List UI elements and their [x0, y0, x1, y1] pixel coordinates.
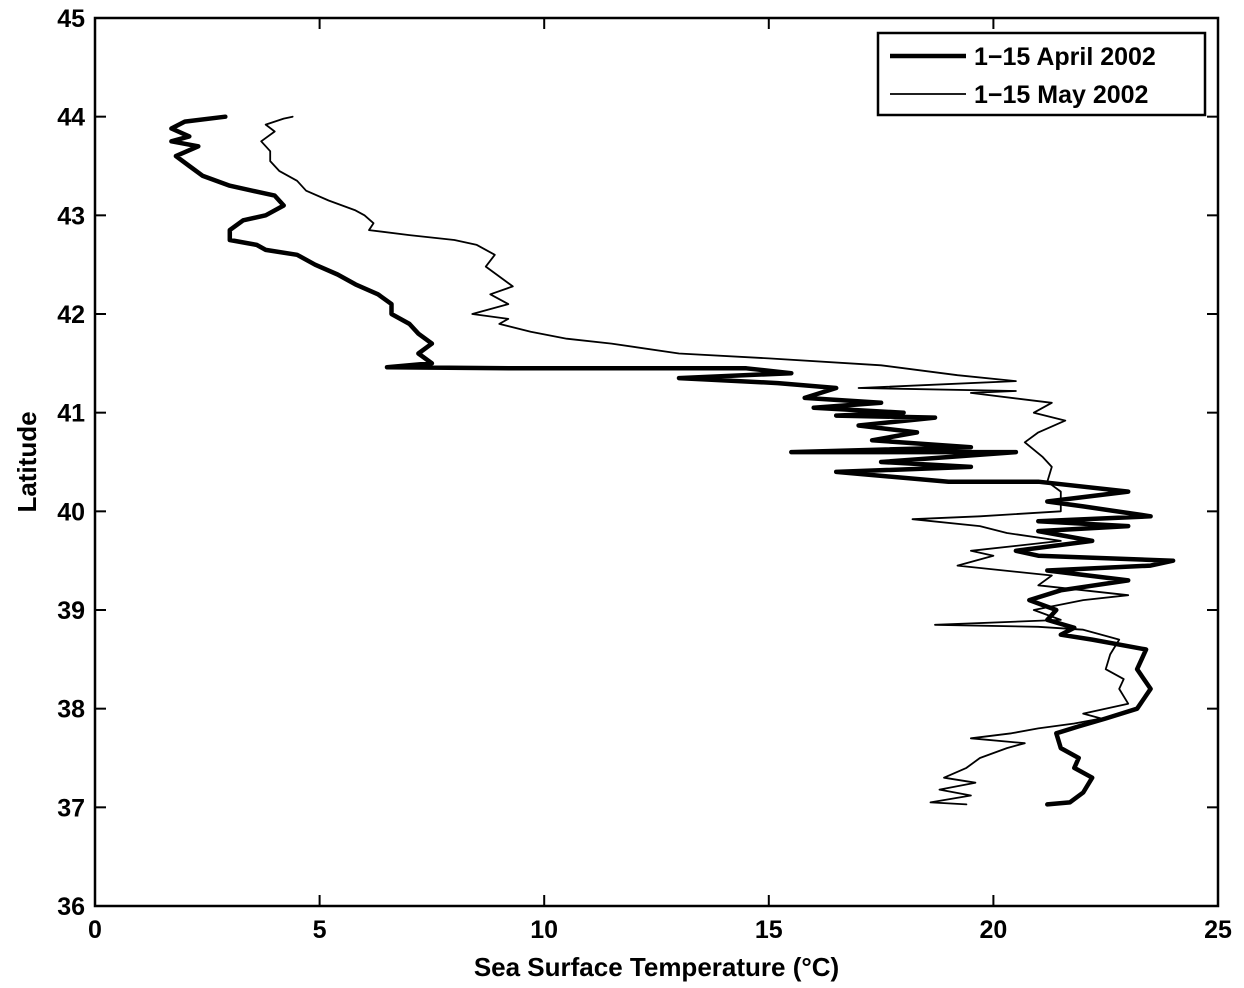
x-tick-label: 15 — [755, 916, 783, 944]
y-tick-label: 38 — [57, 696, 85, 724]
legend: 1−15 April 2002 1−15 May 2002 — [876, 31, 1207, 117]
x-axis-label: Sea Surface Temperature (°C) — [474, 952, 839, 982]
y-tick-label: 42 — [57, 301, 85, 329]
x-axis: 0 5 10 15 20 25 — [88, 18, 1232, 944]
legend-label-2: 1−15 May 2002 — [974, 81, 1148, 109]
x-tick-label: 0 — [88, 916, 102, 944]
legend-box — [876, 31, 1207, 117]
y-tick-label: 41 — [57, 400, 85, 428]
y-tick-label: 40 — [57, 498, 85, 526]
x-tick-label: 25 — [1204, 916, 1232, 944]
x-tick-label: 5 — [313, 916, 327, 944]
y-tick-label: 45 — [57, 5, 85, 33]
series-line-1 — [169, 114, 1176, 807]
y-axis: 36 37 38 39 40 41 42 43 44 45 — [57, 5, 1218, 921]
series-layer — [169, 114, 1176, 807]
y-tick-label: 39 — [57, 597, 85, 625]
y-tick-label: 44 — [57, 104, 85, 132]
plot-frame — [93, 16, 1220, 908]
y-tick-label: 37 — [57, 794, 85, 822]
legend-label-1: 1−15 April 2002 — [974, 43, 1156, 71]
y-tick-label: 36 — [57, 893, 85, 921]
y-tick-label: 43 — [57, 202, 85, 230]
y-axis-label: Latitude — [12, 411, 42, 512]
x-tick-label: 10 — [530, 916, 558, 944]
series-line-2 — [260, 115, 1130, 806]
x-tick-label: 20 — [979, 916, 1007, 944]
